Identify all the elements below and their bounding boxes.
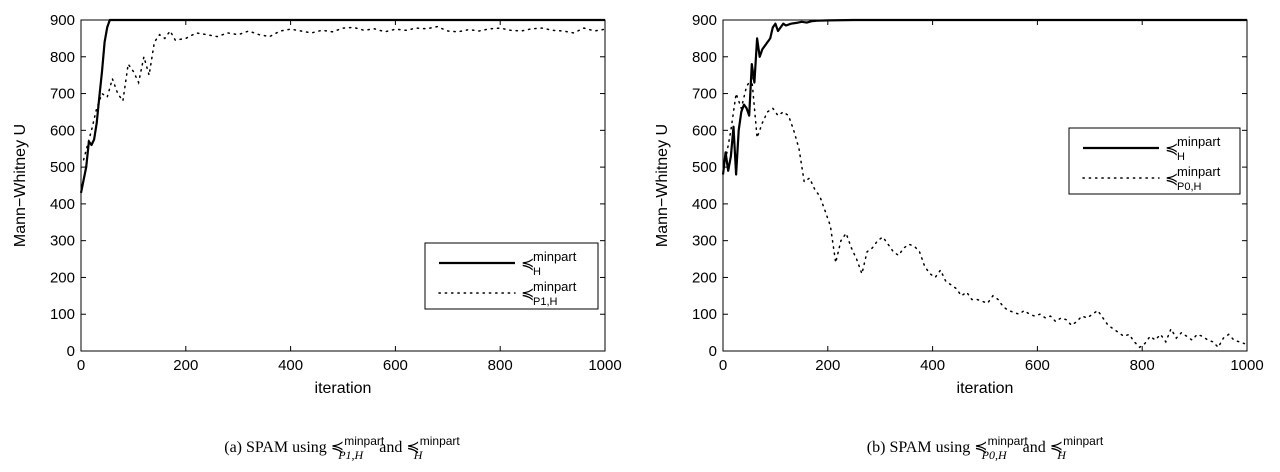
legend-label-sub: P0,H — [1177, 181, 1202, 193]
chart-panel-a: 0 200 400 600 800 1000 0 100 200 300 400 500 600 700 8… — [12, 12, 622, 462]
caption-middle: and — [375, 439, 406, 456]
x-tick-label: 1000 — [1230, 357, 1263, 374]
y-tick-label: 800 — [50, 49, 75, 66]
y-tick-label: 500 — [692, 159, 717, 176]
y-tick-label: 200 — [50, 269, 75, 286]
x-tick-label: 800 — [488, 357, 513, 374]
y-tick-label: 0 — [67, 343, 75, 360]
caption-sub: H — [1056, 448, 1067, 462]
series-line-p1-h — [84, 27, 605, 160]
x-tick-label: 600 — [1025, 357, 1050, 374]
y-tick-label: 900 — [50, 12, 75, 29]
y-tick-label: 600 — [692, 122, 717, 139]
x-tick-label: 400 — [278, 357, 303, 374]
legend-label-sub: H — [533, 266, 541, 278]
legend-label-sub: P1,H — [533, 296, 558, 308]
y-tick-label: 100 — [50, 306, 75, 323]
caption-prefix: (b) SPAM using — [867, 439, 974, 456]
y-tick-label: 700 — [692, 86, 717, 103]
x-axis-label: iteration — [315, 380, 372, 397]
x-tick-label: 1000 — [588, 357, 621, 374]
x-tick-label: 800 — [1130, 357, 1155, 374]
x-tick-label: 200 — [173, 357, 198, 374]
y-tick-label: 200 — [692, 269, 717, 286]
x-tick-label: 400 — [920, 357, 945, 374]
caption: (b) SPAM using ≼minpart P0,H and ≼minpart… — [867, 434, 1104, 462]
chart-panel-b: 0 200 400 600 800 1000 0 100 200 300 400 500 600 700 8… — [654, 12, 1264, 462]
y-axis-label: Mann−Whitney U — [12, 124, 29, 247]
y-tick-label: 700 — [50, 86, 75, 103]
y-tick-label: 100 — [692, 306, 717, 323]
y-tick-label: 400 — [692, 196, 717, 213]
y-tick-label: 900 — [692, 12, 717, 29]
x-tick-label: 200 — [815, 357, 840, 374]
caption-prefix: (a) SPAM using — [224, 439, 331, 456]
y-tick-label: 500 — [50, 159, 75, 176]
y-tick-label: 400 — [50, 196, 75, 213]
x-axis-label: iteration — [957, 380, 1014, 397]
legend-label-sub: H — [1177, 151, 1185, 163]
series-line-p0-h — [726, 79, 1245, 348]
y-axis-label: Mann−Whitney U — [654, 124, 671, 247]
caption-middle: and — [1019, 439, 1050, 456]
legend-label-sup: minpart — [533, 279, 577, 294]
caption-sup: minpart — [420, 434, 461, 448]
legend-label-sup: minpart — [1177, 134, 1221, 149]
legend-label-sup: minpart — [533, 249, 577, 264]
caption: (a) SPAM using ≼minpart P1,H and ≼minpart… — [224, 434, 460, 462]
y-tick-label: 0 — [709, 343, 717, 360]
caption-sub: P0,H — [981, 448, 1008, 462]
series-line-h — [81, 20, 605, 193]
y-tick-label: 600 — [50, 122, 75, 139]
x-tick-label: 0 — [719, 357, 727, 374]
legend-label-sup: minpart — [1177, 164, 1221, 179]
caption-sub: P1,H — [337, 448, 364, 462]
y-tick-label: 300 — [692, 233, 717, 250]
x-tick-label: 600 — [383, 357, 408, 374]
caption-sup: minpart — [1063, 434, 1104, 448]
x-tick-label: 0 — [77, 357, 85, 374]
y-tick-label: 800 — [692, 49, 717, 66]
caption-sub: H — [413, 448, 424, 462]
y-tick-label: 300 — [50, 233, 75, 250]
